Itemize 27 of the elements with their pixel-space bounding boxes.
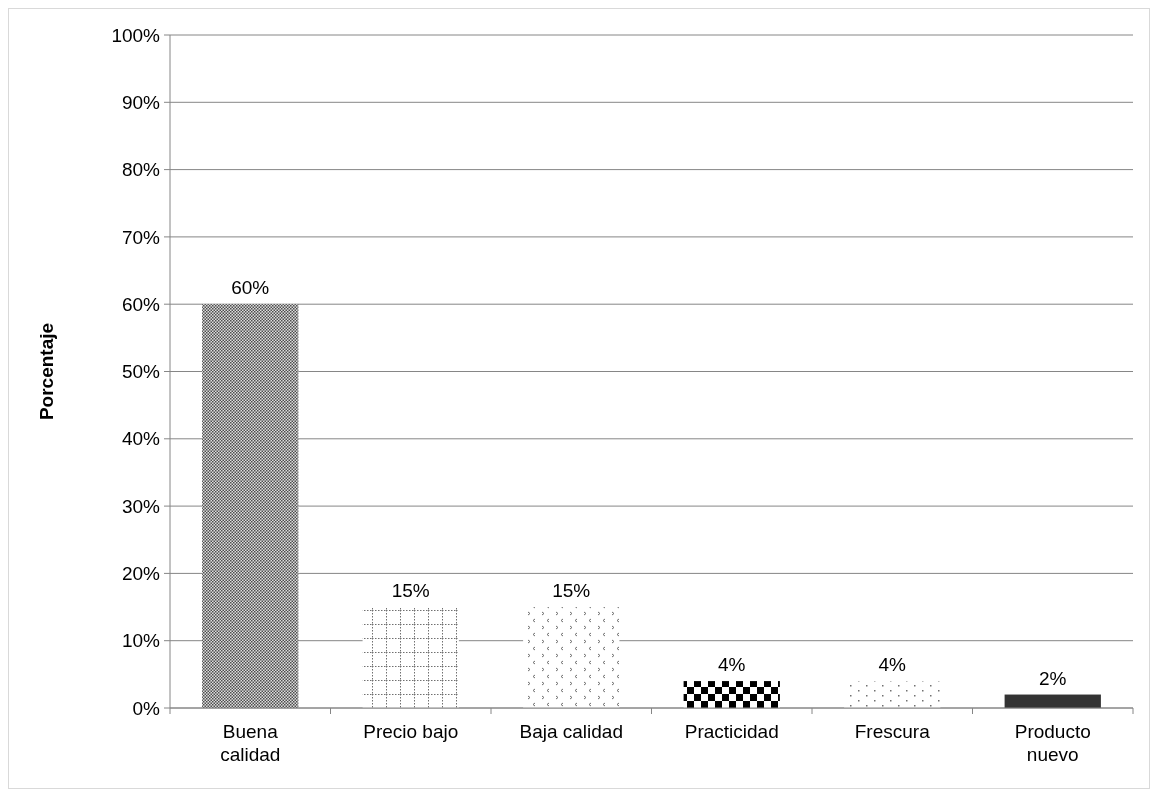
- y-tick-label: 10%: [121, 630, 161, 652]
- bar: [362, 607, 459, 708]
- y-tick-label: 0%: [132, 697, 161, 719]
- bar: [202, 304, 299, 708]
- y-tick-label: 90%: [121, 91, 161, 113]
- data-label: 4%: [878, 654, 907, 676]
- y-tick-label: 20%: [121, 563, 161, 585]
- y-tick-label: 50%: [121, 361, 161, 383]
- y-tick-label: 100%: [111, 24, 161, 46]
- x-tick-label: Producto nuevo: [1014, 721, 1091, 765]
- data-label: 2%: [1039, 667, 1067, 689]
- bar: [683, 681, 780, 708]
- data-label: 4%: [718, 654, 746, 676]
- x-tick-label: Practicidad: [684, 721, 779, 742]
- x-tick-label: Precio bajo: [363, 721, 459, 742]
- x-tick-label: Frescura: [854, 721, 931, 742]
- y-tick-label: 40%: [121, 428, 161, 450]
- y-axis-title: Porcentaje: [36, 322, 57, 421]
- y-tick-label: 70%: [121, 226, 161, 248]
- x-tick-label: Buena calidad: [220, 721, 281, 765]
- y-tick-label: 80%: [121, 159, 161, 181]
- y-tick-label: 30%: [121, 495, 161, 517]
- data-label: 15%: [552, 580, 591, 602]
- data-label: 15%: [391, 580, 430, 602]
- y-tick-label: 60%: [121, 293, 161, 315]
- data-label: 60%: [231, 277, 270, 299]
- x-tick-label: Baja calidad: [519, 721, 624, 742]
